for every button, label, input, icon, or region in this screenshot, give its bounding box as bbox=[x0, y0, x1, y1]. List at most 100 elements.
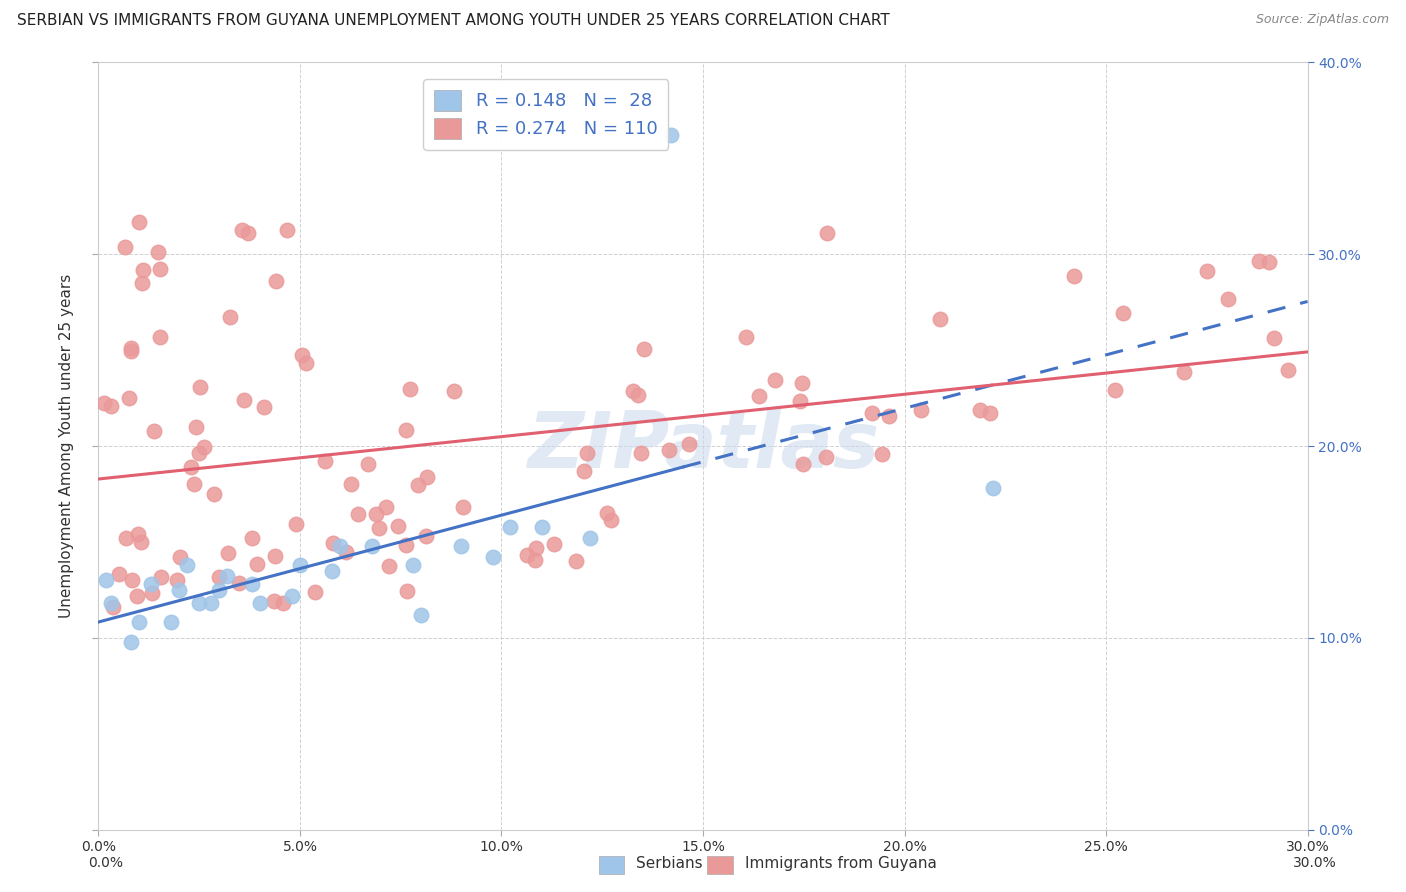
Point bbox=[860, 406, 883, 420]
Text: Source: ZipAtlas.com: Source: ZipAtlas.com bbox=[1256, 13, 1389, 27]
Text: ZIPatlas: ZIPatlas bbox=[527, 408, 879, 484]
Point bbox=[314, 454, 336, 468]
Point bbox=[763, 373, 786, 387]
Text: 30.0%: 30.0% bbox=[1292, 856, 1337, 871]
Point bbox=[659, 128, 682, 143]
Point bbox=[281, 589, 304, 603]
Point bbox=[117, 391, 139, 405]
Point bbox=[443, 384, 465, 398]
Point bbox=[814, 450, 837, 465]
Point bbox=[498, 519, 520, 533]
Point bbox=[1247, 254, 1270, 268]
Point bbox=[678, 436, 700, 450]
Point bbox=[131, 262, 153, 277]
Point bbox=[240, 577, 263, 591]
Point bbox=[276, 223, 298, 237]
Point bbox=[387, 519, 409, 533]
Point bbox=[253, 400, 276, 414]
Point bbox=[131, 277, 153, 291]
Point bbox=[815, 227, 838, 241]
Point bbox=[114, 240, 136, 254]
Point bbox=[266, 275, 288, 289]
Point bbox=[129, 535, 152, 549]
Point bbox=[208, 570, 231, 584]
Point bbox=[364, 507, 387, 521]
Point bbox=[979, 407, 1001, 421]
Point bbox=[981, 481, 1004, 495]
Point bbox=[453, 500, 475, 515]
Point bbox=[1195, 263, 1218, 277]
Point bbox=[1104, 383, 1126, 397]
Point bbox=[249, 596, 271, 610]
Point bbox=[398, 382, 420, 396]
Point bbox=[870, 447, 893, 461]
Point bbox=[202, 487, 225, 501]
Point bbox=[523, 552, 546, 566]
Point bbox=[575, 446, 598, 460]
Point bbox=[167, 582, 190, 597]
Point bbox=[329, 539, 352, 553]
Point bbox=[141, 585, 163, 599]
Text: Immigrants from Guyana: Immigrants from Guyana bbox=[745, 856, 936, 871]
Point bbox=[367, 520, 389, 534]
Point bbox=[103, 600, 125, 615]
Point bbox=[395, 538, 418, 552]
Point bbox=[572, 464, 595, 478]
Point bbox=[304, 584, 326, 599]
Point bbox=[228, 576, 250, 591]
Point bbox=[378, 558, 401, 573]
Point bbox=[395, 423, 418, 437]
Point bbox=[217, 546, 239, 560]
Point bbox=[415, 529, 437, 543]
Point bbox=[735, 330, 758, 344]
Point bbox=[100, 400, 122, 414]
Point bbox=[193, 440, 215, 454]
Point bbox=[114, 531, 136, 545]
Point bbox=[658, 442, 681, 457]
Point bbox=[108, 566, 131, 581]
Point bbox=[120, 341, 142, 355]
Point bbox=[395, 584, 418, 599]
Point bbox=[219, 310, 242, 324]
Point bbox=[184, 420, 207, 434]
Point bbox=[188, 379, 211, 393]
Point bbox=[128, 615, 150, 630]
Point bbox=[374, 500, 396, 514]
Point bbox=[208, 582, 231, 597]
Point bbox=[149, 330, 172, 344]
Point bbox=[402, 558, 425, 572]
Point bbox=[748, 389, 770, 403]
Point bbox=[450, 539, 472, 553]
Point bbox=[217, 569, 239, 583]
Point bbox=[1277, 363, 1299, 377]
Point bbox=[406, 477, 429, 491]
Point bbox=[409, 607, 432, 622]
Point bbox=[621, 384, 644, 399]
Point bbox=[1063, 268, 1085, 283]
Point bbox=[361, 539, 384, 553]
Point bbox=[200, 596, 222, 610]
Point bbox=[146, 245, 169, 260]
Point bbox=[339, 476, 361, 491]
Point bbox=[288, 558, 311, 572]
Point bbox=[238, 226, 260, 240]
Point bbox=[789, 393, 811, 408]
Point bbox=[357, 457, 380, 471]
Point bbox=[790, 376, 813, 390]
Point bbox=[291, 348, 314, 362]
Point bbox=[416, 470, 439, 484]
Point bbox=[96, 574, 118, 588]
Point bbox=[120, 343, 142, 358]
Point bbox=[482, 550, 505, 565]
Point bbox=[295, 356, 318, 370]
Point bbox=[139, 577, 162, 591]
Point bbox=[1263, 331, 1285, 345]
Point bbox=[879, 409, 901, 423]
Point bbox=[969, 402, 991, 417]
Point bbox=[149, 261, 172, 276]
Point bbox=[183, 476, 205, 491]
Point bbox=[516, 548, 538, 562]
Point bbox=[271, 596, 294, 610]
Point bbox=[100, 596, 122, 610]
Point bbox=[143, 424, 166, 438]
